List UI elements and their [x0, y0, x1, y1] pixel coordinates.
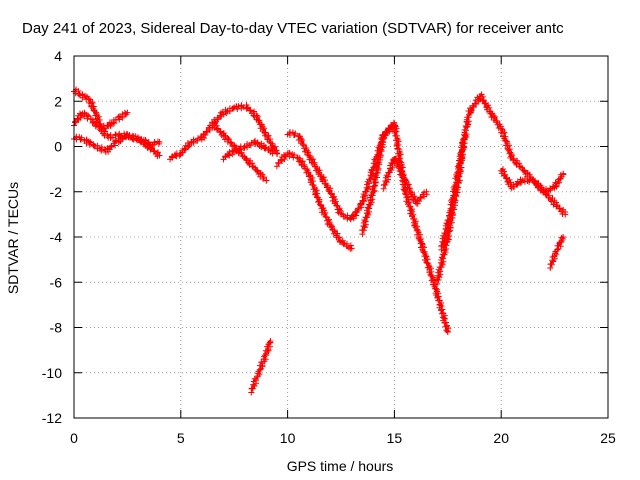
series-track-14 [476, 91, 569, 218]
data-points [71, 86, 569, 396]
grid-lines [74, 56, 608, 418]
y-tick-label: -4 [50, 229, 63, 245]
x-tick-label: 25 [600, 430, 616, 446]
series-track-4 [167, 102, 281, 163]
data-point-markers [220, 137, 280, 163]
chart-title: Day 241 of 2023, Sidereal Day-to-day VTE… [22, 20, 564, 37]
series-track-10 [359, 119, 452, 336]
series-track-12 [433, 93, 483, 287]
data-point-markers [438, 132, 469, 253]
data-point-markers [209, 120, 270, 184]
y-tick-label: -6 [50, 274, 63, 290]
data-point-markers [273, 149, 355, 252]
series-track-6 [220, 137, 280, 163]
axis-ticks [73, 55, 609, 419]
data-point-markers [498, 166, 567, 196]
series-track-13 [438, 132, 469, 253]
series-track-16 [547, 234, 567, 271]
y-tick-label: 0 [54, 139, 62, 155]
x-tick-label: 15 [387, 430, 403, 446]
series-track-9 [273, 149, 355, 252]
series-track-11 [380, 155, 430, 207]
y-tick-label: -12 [42, 410, 62, 426]
x-axis-label: GPS time / hours [287, 458, 394, 474]
y-tick-label: -8 [50, 320, 63, 336]
data-point-markers [476, 91, 569, 218]
data-point-markers [380, 155, 430, 207]
series-track-8 [284, 120, 398, 223]
data-point-markers [284, 120, 398, 223]
data-point-markers [359, 119, 452, 336]
y-tick-label: -10 [42, 365, 62, 381]
series-track-15 [498, 166, 567, 196]
y-axis-label: SDTVAR / TECUs [5, 182, 21, 294]
x-tick-label: 5 [177, 430, 185, 446]
data-point-markers [248, 338, 274, 396]
y-tick-label: -2 [50, 184, 63, 200]
series-track-5 [209, 120, 270, 184]
y-tick-label: 4 [54, 48, 62, 64]
x-tick-label: 0 [70, 430, 78, 446]
y-tick-label: 2 [54, 93, 62, 109]
data-point-markers [433, 93, 483, 287]
series-track-1 [71, 86, 131, 132]
x-tick-label: 10 [280, 430, 296, 446]
data-point-markers [167, 102, 281, 163]
data-point-markers [547, 234, 567, 271]
data-point-markers [71, 86, 131, 132]
x-tick-label: 20 [493, 430, 509, 446]
series-track-7 [248, 338, 274, 396]
